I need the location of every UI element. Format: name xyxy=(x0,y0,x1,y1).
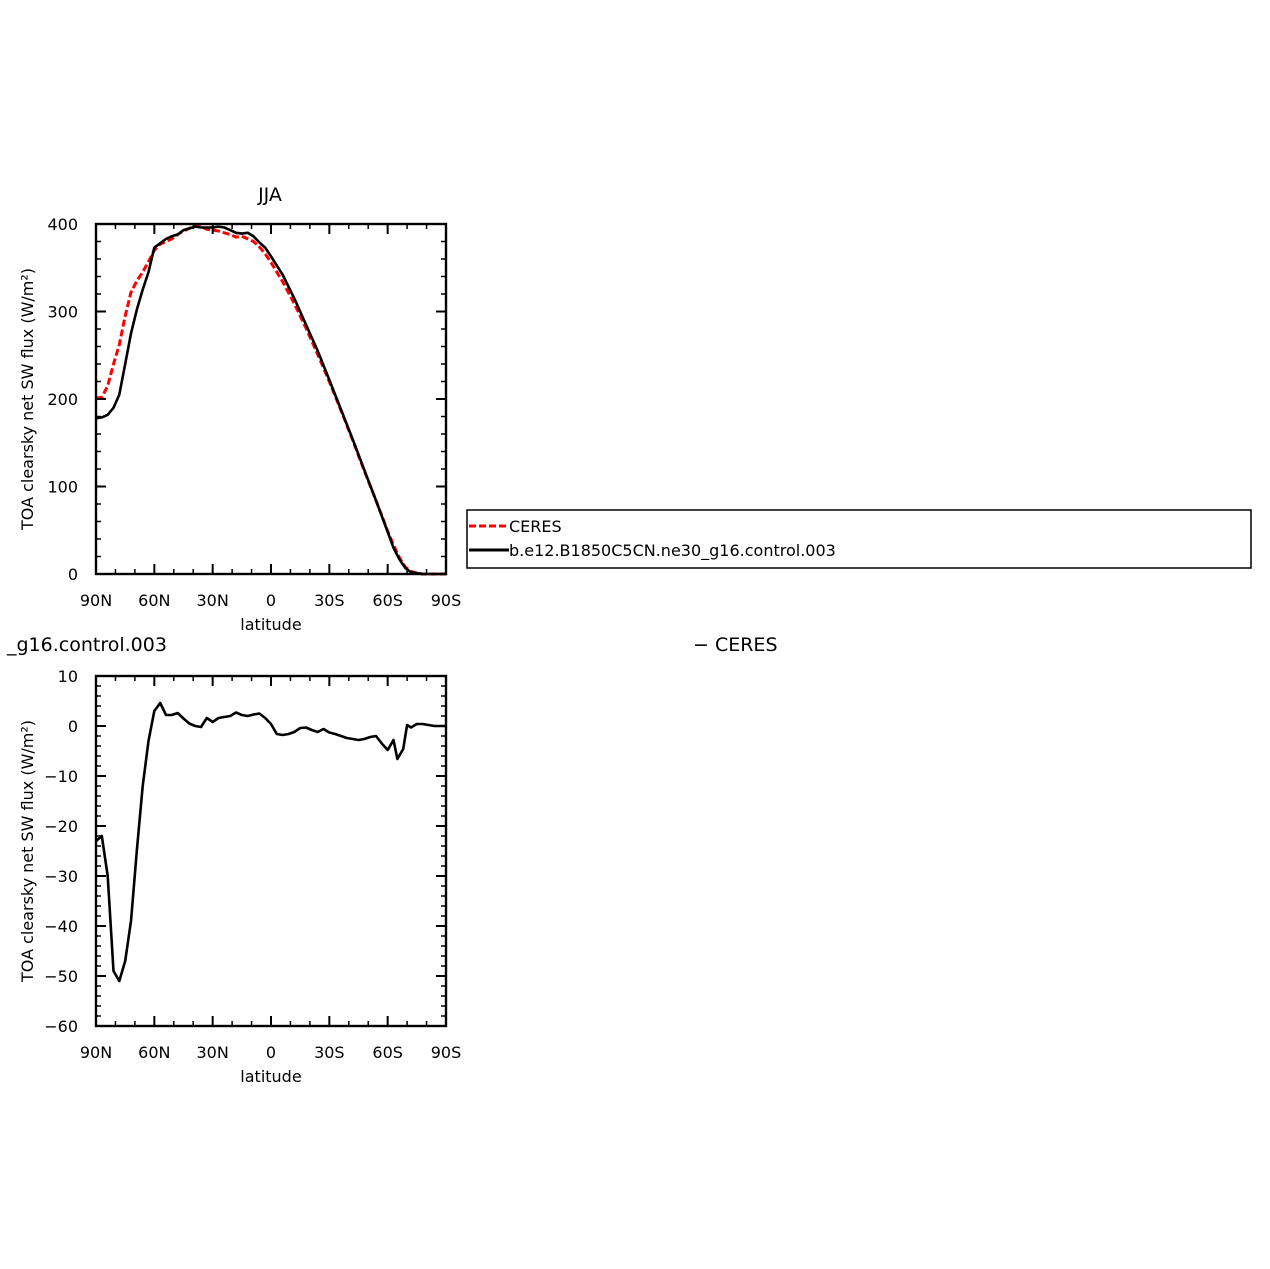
top-x-tick-label: 0 xyxy=(266,591,276,610)
bottom-y-tick-label: −50 xyxy=(44,967,78,986)
top-x-axis-label: latitude xyxy=(240,615,301,634)
bottom-x-tick-label: 30S xyxy=(314,1043,345,1062)
bottom-x-axis-label: latitude xyxy=(240,1067,301,1086)
legend-label-ceres: CERES xyxy=(509,517,562,536)
top-series-ceres-line xyxy=(95,224,446,576)
bottom-y-tick-label: −10 xyxy=(44,767,78,786)
top-y-axis: 0 100 200 300 400 xyxy=(47,215,446,584)
bottom-x-tick-label: 30N xyxy=(197,1043,229,1062)
bottom-plot-area xyxy=(95,701,446,983)
bottom-y-axis: −60 −50 −40 −30 −20 −10 0 10 xyxy=(44,667,446,1036)
legend: CERES b.e12.B1850C5CN.ne30_g16.control.0… xyxy=(466,509,1252,569)
top-y-axis-label: TOA clearsky net SW flux (W/m²) xyxy=(18,268,37,531)
bottom-series-difference-line xyxy=(95,701,446,983)
bottom-y-tick-label: −30 xyxy=(44,867,78,886)
top-panel-title: JJA xyxy=(257,184,282,206)
bottom-y-tick-label: 0 xyxy=(68,717,78,736)
top-x-tick-label: 60S xyxy=(372,591,403,610)
top-x-tick-label: 60N xyxy=(138,591,170,610)
top-y-tick-label: 400 xyxy=(47,215,78,234)
bottom-x-tick-label: 0 xyxy=(266,1043,276,1062)
bottom-y-tick-label: −40 xyxy=(44,917,78,936)
top-y-tick-label: 300 xyxy=(47,303,78,322)
legend-label-model: b.e12.B1850C5CN.ne30_g16.control.003 xyxy=(509,541,836,561)
top-x-axis: 90N 60N 30N 0 30S 60S 90S xyxy=(80,224,461,610)
bottom-panel-title-right: − CERES xyxy=(693,634,778,656)
top-y-tick-label: 100 xyxy=(47,478,78,497)
top-x-tick-label: 90N xyxy=(80,591,112,610)
bottom-panel-title-left: _g16.control.003 xyxy=(6,634,167,656)
bottom-x-tick-label: 90N xyxy=(80,1043,112,1062)
bottom-x-tick-label: 60S xyxy=(372,1043,403,1062)
bottom-panel: _g16.control.003 − CERES 90N 60N 30N 0 30S 60… xyxy=(6,634,778,1086)
top-plot-area xyxy=(95,224,446,576)
top-y-tick-label: 0 xyxy=(68,565,78,584)
bottom-y-tick-label: 10 xyxy=(58,667,78,686)
top-x-tick-label: 30N xyxy=(197,591,229,610)
legend-box xyxy=(466,509,1252,569)
bottom-y-tick-label: −20 xyxy=(44,817,78,836)
bottom-y-axis-label: TOA clearsky net SW flux (W/m²) xyxy=(18,720,37,983)
bottom-x-tick-label: 90S xyxy=(431,1043,462,1062)
bottom-plot-frame xyxy=(94,674,448,1028)
bottom-y-tick-label: −60 xyxy=(44,1017,78,1036)
bottom-x-axis: 90N 60N 30N 0 30S 60S 90S xyxy=(80,676,461,1062)
top-y-tick-label: 200 xyxy=(47,390,78,409)
top-series-b-e12-b1850c5cn-ne30-g16-control-003-line xyxy=(95,225,446,576)
top-plot-frame xyxy=(94,222,448,576)
top-panel: JJA 90N 60N 30N 0 30S 60S 90S 0 100 200 300 400 la… xyxy=(18,184,461,634)
bottom-x-tick-label: 60N xyxy=(138,1043,170,1062)
top-x-tick-label: 90S xyxy=(431,591,462,610)
top-x-tick-label: 30S xyxy=(314,591,345,610)
